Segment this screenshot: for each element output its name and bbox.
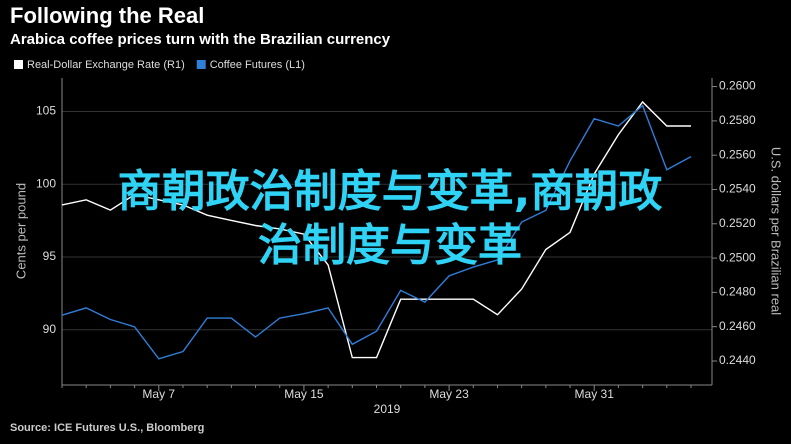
y2-tick-label: 0.2560 xyxy=(719,147,756,161)
overlay-text: 治制度与变革 xyxy=(258,220,522,271)
x-tick-label: May 31 xyxy=(575,387,615,401)
y2-tick-label: 0.2600 xyxy=(719,79,756,93)
legend-swatch xyxy=(196,60,206,69)
legend-swatch xyxy=(14,60,23,69)
y2-tick-label: 0.2500 xyxy=(719,250,756,264)
x-tick-label: May 23 xyxy=(429,387,469,401)
y2-tick-label: 0.2480 xyxy=(719,285,756,299)
y-tick-label: 90 xyxy=(43,322,57,336)
x-tick-label: May 7 xyxy=(142,387,175,401)
y2-tick-label: 0.2580 xyxy=(719,113,756,127)
y-tick-label: 100 xyxy=(36,176,56,190)
chart-subtitle: Arabica coffee prices turn with the Braz… xyxy=(10,31,391,48)
series-line xyxy=(61,104,692,360)
y2-tick-label: 0.2540 xyxy=(719,182,756,196)
y-tick-label: 105 xyxy=(36,104,56,118)
overlay-text: 商朝政治制度与变革,商朝政 xyxy=(118,166,663,217)
x-tick-label: May 15 xyxy=(284,387,324,401)
y2-tick-label: 0.2460 xyxy=(719,319,756,333)
x-axis-title: 2019 xyxy=(374,402,401,416)
legend-label: Coffee Futures (L1) xyxy=(210,59,305,71)
chart-title: Following the Real xyxy=(10,3,204,28)
source: Source: ICE Futures U.S., Bloomberg xyxy=(10,422,204,434)
legend-label: Real-Dollar Exchange Rate (R1) xyxy=(27,59,185,71)
y2-axis-title: U.S. dollars per Brazilian real xyxy=(769,147,784,315)
y2-tick-label: 0.2520 xyxy=(719,216,756,230)
y-axis-title: Cents per pound xyxy=(13,183,28,279)
y2-tick-label: 0.2440 xyxy=(719,353,756,367)
y-tick-label: 95 xyxy=(43,249,57,263)
series-line xyxy=(61,100,691,359)
